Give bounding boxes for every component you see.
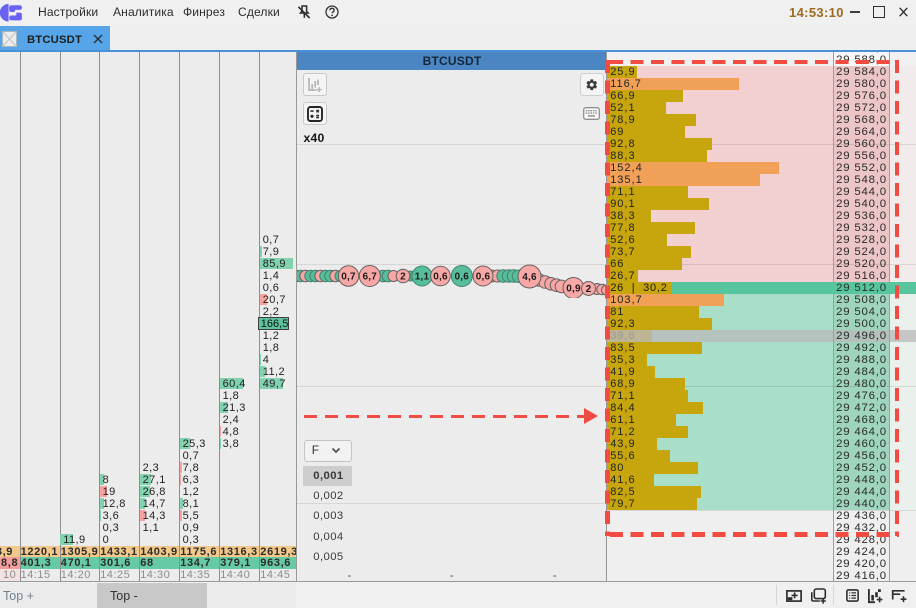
svg-text:6,7: 6,7 bbox=[363, 271, 378, 282]
svg-text:0,7: 0,7 bbox=[341, 271, 356, 282]
svg-text:0,6: 0,6 bbox=[476, 271, 491, 282]
svg-text:0,6: 0,6 bbox=[455, 271, 470, 282]
svg-text:1,1: 1,1 bbox=[415, 271, 430, 282]
svg-text:2: 2 bbox=[400, 271, 406, 282]
svg-text:4,6: 4,6 bbox=[522, 272, 537, 283]
svg-text:2: 2 bbox=[586, 284, 592, 295]
svg-text:0,6: 0,6 bbox=[433, 271, 448, 282]
svg-text:0,9: 0,9 bbox=[566, 283, 581, 294]
